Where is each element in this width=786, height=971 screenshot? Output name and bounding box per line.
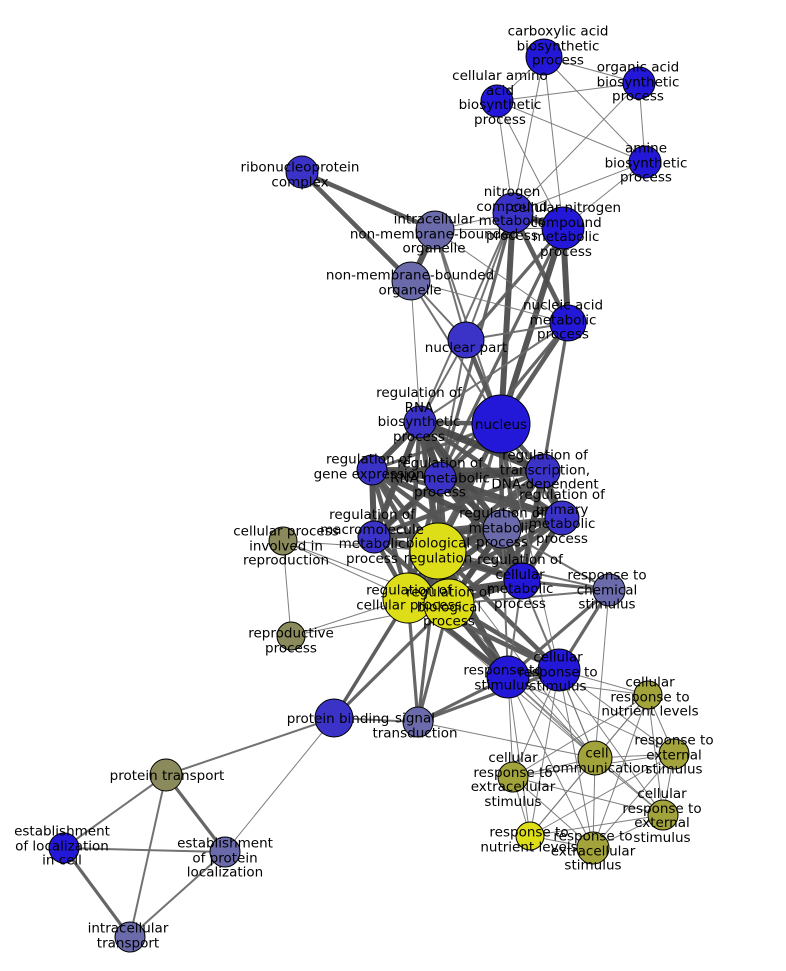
graph-edge: [63, 774, 167, 849]
graph-node-protein_binding[interactable]: protein binding: [314, 698, 354, 738]
graph-node-regulation_of_biological_process[interactable]: regulation of biological process: [423, 578, 475, 630]
graph-node-regulation_of_metabolic_process[interactable]: regulation of metabolic process: [482, 509, 522, 549]
graph-node-intracellular_non_membrane_bounded_organelle[interactable]: intracellular non-membrane-bounded organ…: [415, 210, 455, 250]
graph-edge: [332, 602, 451, 720]
graph-edge: [541, 321, 570, 473]
graph-edge: [299, 169, 414, 284]
graph-edge: [558, 669, 594, 849]
graph-edge: [369, 467, 565, 521]
graph-edge: [410, 280, 569, 324]
graph-edge: [512, 776, 594, 849]
graph-edge: [592, 753, 675, 849]
graph-node-amine_biosynthetic_process[interactable]: amine biosynthetic process: [628, 145, 662, 179]
graph-node-response_to_chemical_stimulus[interactable]: response to chemical stimulus: [592, 573, 626, 607]
graph-node-cellular_nitrogen_compound_metabolic_process[interactable]: cellular nitrogen compound metabolic pro…: [541, 206, 585, 250]
graph-edge: [498, 210, 516, 427]
graph-edge: [506, 588, 611, 679]
graph-edge: [512, 82, 640, 214]
graph-edge: [165, 717, 335, 776]
graph-edge: [529, 669, 560, 837]
graph-edge: [507, 676, 531, 837]
graph-node-organic_acid_biosynthetic_process[interactable]: organic acid biosynthetic process: [622, 66, 656, 100]
graph-node-regulation_of_cellular_metabolic_process[interactable]: regulation of cellular metabolic process: [503, 562, 541, 600]
graph-edge: [62, 846, 132, 939]
graph-node-reproductive_process[interactable]: reproductive process: [276, 621, 306, 651]
graph-node-cellular_process_involved_in_reproduction[interactable]: cellular process involved in reproductio…: [268, 526, 298, 556]
graph-edge: [512, 56, 545, 214]
graph-edge: [529, 814, 664, 837]
graph-edge: [416, 549, 440, 724]
graph-node-non_membrane_bounded_organelle[interactable]: non-membrane-bounded organelle: [391, 261, 431, 301]
graph-edge: [419, 212, 514, 423]
graph-edge: [500, 423, 560, 671]
graph-edge: [434, 229, 569, 324]
graph-edge: [543, 56, 564, 229]
graph-edge: [369, 467, 505, 532]
graph-edge: [594, 589, 610, 759]
edge-layer: [62, 56, 675, 939]
graph-edge: [501, 528, 610, 591]
graph-edge: [465, 212, 514, 341]
graph-node-regulation_of_primary_metabolic_process[interactable]: regulation of primary metabolic process: [544, 500, 580, 536]
graph-edge: [371, 515, 565, 540]
graph-node-regulation_of_gene_expression[interactable]: regulation of gene expression: [356, 454, 388, 486]
graph-node-establishment_of_localization_in_cell[interactable]: establishment of localization in cell: [48, 832, 80, 864]
graph-edge: [282, 540, 292, 637]
graph-edge: [512, 694, 649, 778]
graph-edge: [512, 161, 646, 214]
graph-edge: [369, 467, 546, 474]
graph-node-nucleus[interactable]: nucleus: [471, 394, 531, 454]
graph-edge: [496, 82, 640, 102]
graph-node-nitrogen_compound_metabolic_process[interactable]: nitrogen compound metabolic process: [492, 192, 534, 234]
graph-edge: [529, 753, 675, 837]
graph-node-establishment_of_protein_localization[interactable]: establishment of protein localization: [209, 836, 241, 868]
graph-node-regulation_of_macromolecule_metabolic_process[interactable]: regulation of macromolecule metabolic pr…: [357, 520, 391, 554]
graph-node-signal_transduction[interactable]: signal transduction: [402, 706, 434, 738]
graph-node-cell_communication[interactable]: cell communication: [577, 740, 613, 776]
graph-edge: [592, 694, 649, 849]
graph-node-response_to_external_stimulus[interactable]: response to external stimulus: [658, 738, 690, 770]
graph-node-regulation_of_rna_metabolic_process[interactable]: regulation of RNA metabolic process: [423, 461, 457, 495]
graph-edge: [410, 280, 421, 423]
graph-edge: [224, 717, 335, 853]
graph-edge: [417, 721, 596, 759]
graph-edge: [299, 169, 438, 233]
graph-node-biological_regulation[interactable]: biological regulation: [409, 522, 467, 580]
graph-edge: [512, 776, 664, 816]
graph-edge: [129, 851, 226, 938]
graph-node-regulation_of_rna_biosynthetic_process[interactable]: regulation of RNA biosynthetic process: [403, 405, 437, 439]
graph-node-nuclear_part[interactable]: nuclear part: [447, 321, 485, 359]
graph-edge: [501, 528, 509, 678]
graph-edge: [416, 668, 561, 724]
graph-node-nucleic_acid_metabolic_process[interactable]: nucleic acid metabolic process: [549, 304, 587, 342]
graph-node-cellular_response_to_external_stimulus[interactable]: cellular response to external stimulus: [647, 799, 679, 831]
graph-edge: [416, 418, 547, 475]
graph-edge: [496, 100, 646, 163]
node-layer: carboxylic acid biosynthetic process orga…: [48, 38, 690, 953]
graph-edge: [129, 774, 167, 938]
graph-node-ribonucleoprotein_complex[interactable]: ribonucleoprotein complex: [285, 155, 319, 189]
graph-edge: [558, 669, 675, 755]
graph-node-protein_transport[interactable]: protein transport: [149, 758, 183, 792]
graph-node-regulation_of_transcription_dna_dependent[interactable]: regulation of transcription, DNA-depende…: [525, 453, 561, 489]
graph-node-cellular_response_to_stimulus[interactable]: cellular response to stimulus: [537, 648, 581, 692]
graph-node-cellular_response_to_extracellular_stimulus[interactable]: cellular response to extracellular stimu…: [497, 761, 529, 793]
graph-edge: [507, 676, 594, 849]
graph-edge: [464, 226, 565, 342]
graph-node-cellular_amino_acid_biosynthetic_process[interactable]: cellular amino acid biosynthetic process: [480, 84, 514, 118]
graph-node-carboxylic_acid_biosynthetic_process[interactable]: carboxylic acid biosynthetic process: [525, 38, 563, 76]
graph-node-cellular_response_to_nutrient_levels[interactable]: cellular response to nutrient levels: [633, 680, 663, 710]
graph-edge: [63, 847, 226, 853]
graph-node-response_to_nutrient_levels[interactable]: response to nutrient levels: [515, 821, 545, 851]
graph-node-intracellular_transport[interactable]: intracellular transport: [114, 921, 146, 953]
graph-edge: [496, 100, 564, 229]
graph-node-response_to_extracellular_stimulus[interactable]: response to extracellular stimulus: [576, 831, 610, 865]
graph-node-response_to_stimulus[interactable]: response to stimulus: [486, 655, 530, 699]
graph-edge: [507, 676, 675, 755]
graph-edge: [419, 322, 569, 423]
graph-edge: [558, 669, 664, 816]
graph-edge: [543, 56, 646, 163]
